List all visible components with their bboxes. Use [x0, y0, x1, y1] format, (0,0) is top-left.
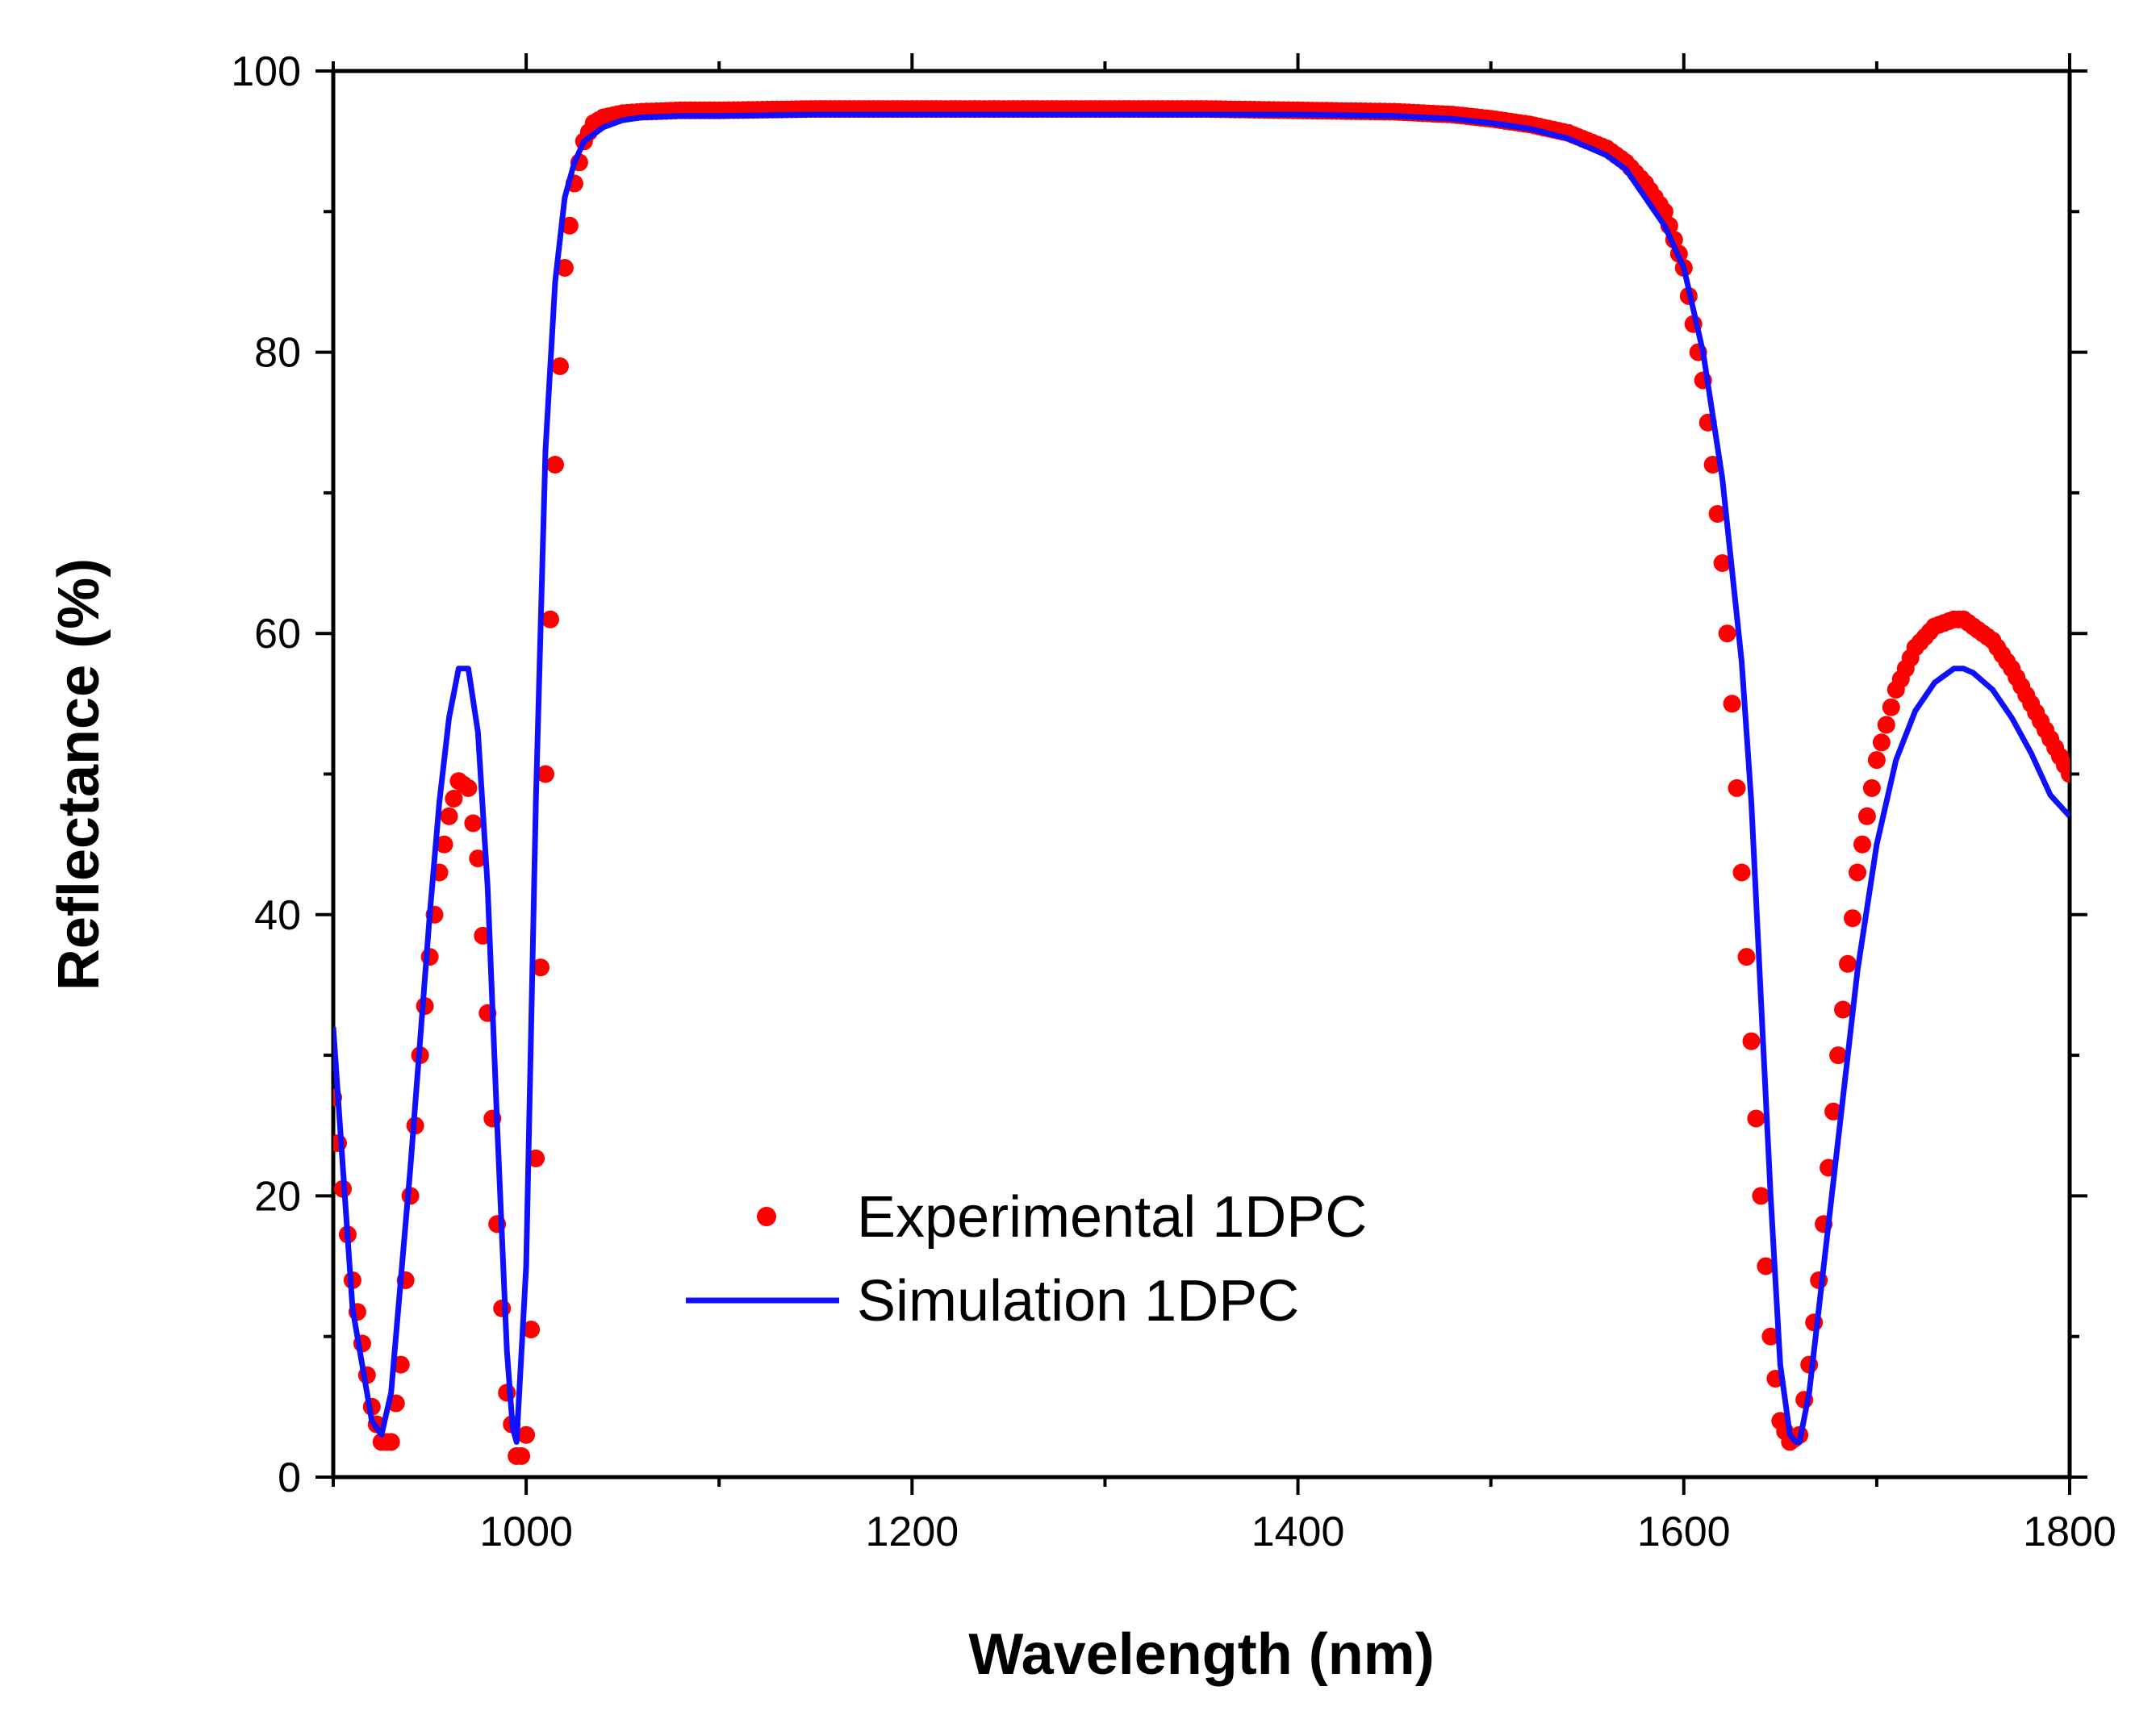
data-point-experimental [1747, 1109, 1765, 1128]
x-tick-label: 1400 [1251, 1509, 1345, 1555]
data-point-experimental [1737, 948, 1756, 966]
data-point-experimental [1853, 835, 1871, 854]
data-point-experimental [1713, 554, 1732, 572]
data-point-experimental [464, 814, 483, 833]
data-point-experimental [1761, 1327, 1780, 1346]
y-tick-label: 100 [231, 48, 301, 95]
data-point-experimental [541, 610, 559, 628]
data-point-experimental [1742, 1032, 1761, 1050]
x-tick-label: 1200 [865, 1509, 959, 1555]
data-point-experimental [1728, 778, 1746, 797]
legend-label-simulation: Simulation 1DPC [857, 1269, 1299, 1334]
x-tick-label: 1800 [2023, 1509, 2116, 1555]
y-tick-label: 60 [254, 611, 301, 657]
data-point-experimental [537, 765, 554, 783]
data-point-experimental [555, 259, 574, 277]
x-tick-label: 1600 [1637, 1509, 1731, 1555]
data-point-experimental [512, 1446, 531, 1465]
data-point-experimental [459, 778, 478, 797]
data-point-experimental [1872, 733, 1891, 752]
data-point-experimental [517, 1425, 536, 1444]
data-point-experimental [1839, 954, 1857, 973]
data-point-experimental [1757, 1257, 1775, 1275]
data-point-experimental [1718, 624, 1736, 643]
data-point-experimental [532, 958, 549, 977]
data-point-experimental [1844, 909, 1861, 928]
data-point-experimental [1862, 778, 1881, 797]
data-point-experimental [435, 835, 453, 854]
data-point-experimental [1829, 1046, 1848, 1065]
data-point-experimental [1708, 505, 1727, 523]
data-point-experimental [1824, 1102, 1843, 1121]
data-point-experimental [1882, 698, 1900, 716]
legend-label-experimental: Experimental 1DPC [857, 1185, 1367, 1250]
x-tick-label: 1000 [479, 1509, 573, 1555]
data-point-experimental [1834, 1000, 1852, 1019]
series-layer [333, 100, 2070, 1465]
data-point-experimental [1857, 807, 1876, 825]
y-tick-label: 40 [254, 892, 301, 939]
axis-ticks [315, 53, 2087, 1495]
data-point-experimental [1877, 716, 1895, 734]
y-tick-label: 0 [278, 1455, 301, 1501]
data-point-experimental [1849, 863, 1866, 882]
data-point-experimental [551, 357, 569, 375]
data-point-experimental [546, 456, 564, 474]
series-experimental [333, 100, 2070, 1465]
series-line-simulation [333, 111, 2070, 1445]
data-point-experimental [382, 1433, 400, 1451]
y-tick-label: 80 [254, 330, 301, 377]
plot-frame [331, 69, 2072, 1480]
y-tick-label: 20 [254, 1173, 301, 1220]
tick-labels: 1000 1200 1400 1600 1800 0 20 40 60 80 100 [231, 48, 2116, 1555]
data-point-experimental [522, 1321, 541, 1338]
data-point-experimental [1723, 695, 1741, 713]
data-point-experimental [440, 807, 458, 825]
data-point-experimental [1732, 863, 1751, 882]
legend-marker-experimental [757, 1207, 776, 1226]
data-point-experimental [2061, 765, 2070, 783]
data-point-experimental [445, 790, 463, 808]
x-axis-title: Wavelength (nm) [968, 1622, 1434, 1687]
legend: Experimental 1DPC Simulation 1DPC [686, 1185, 1367, 1334]
data-point-experimental [469, 849, 487, 868]
data-point-experimental [1752, 1187, 1770, 1205]
data-point-experimental [560, 216, 579, 235]
y-axis-title: Reflectance (%) [47, 558, 111, 991]
data-point-experimental [527, 1149, 545, 1167]
data-point-experimental [1867, 751, 1886, 770]
